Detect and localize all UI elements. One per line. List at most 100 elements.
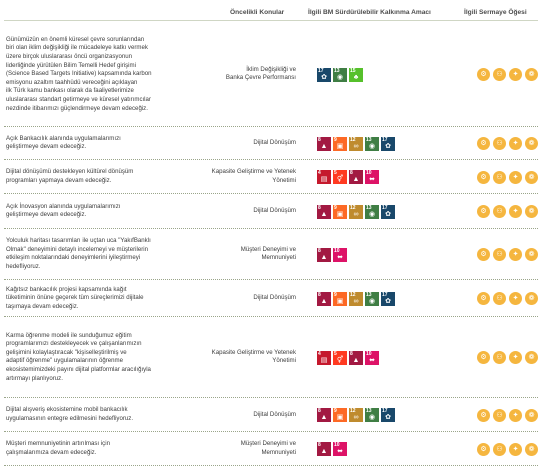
table-row: Günümüzün en önemli küresel çevre sorunl… xyxy=(4,22,538,127)
capital-element-icon: ✦ xyxy=(509,205,522,218)
row-priority-topic: Müşteri Deneyimi ve Memnuniyeti xyxy=(192,440,296,457)
priority-line: Memnuniyeti xyxy=(261,254,296,262)
capital-element-icon: ✦ xyxy=(509,137,522,150)
capital-element-icon: ⚙ xyxy=(477,408,490,422)
capital-glyph-icon: ⚇ xyxy=(496,71,503,78)
capital-glyph-icon: ✦ xyxy=(512,445,519,453)
capital-glyph-icon: ❁ xyxy=(528,445,535,453)
capital-element-icon: ⚙ xyxy=(477,442,490,456)
capital-glyph-icon: ⚙ xyxy=(480,71,487,78)
sdg-number: 17 xyxy=(382,408,388,414)
sdg-13-icon: 13 ◉ xyxy=(365,291,379,306)
capital-icons: ⚙ ⚇ ✦ ❁ xyxy=(477,248,538,261)
description-line: etkileşim noktalarındaki deneyimlerini i… xyxy=(6,254,141,262)
sdg-12-icon: 12 ∞ xyxy=(349,408,363,422)
capital-element-icon: ❁ xyxy=(525,137,538,150)
priority-line: Müşteri Deneyimi ve xyxy=(240,245,296,253)
capital-icons: ⚙ ⚇ ✦ ❁ xyxy=(477,68,538,81)
description-line: Dijital dönüşümü destekleyen kültürel dö… xyxy=(6,168,134,176)
description-line: ilk Türk kamu bankası olarak da faaliyet… xyxy=(6,87,134,95)
sdg-number: 4 xyxy=(318,170,321,176)
capital-element-icon: ❁ xyxy=(525,292,538,305)
sdg-8-icon: 8 ▲ xyxy=(317,136,331,151)
capital-glyph-icon: ⚇ xyxy=(496,208,503,215)
sdg-icons: 8 ▲ 9 ▣ 12 ∞ 13 ◉ 17 ✿ xyxy=(317,291,395,306)
sdg-symbol-icon: ▲ xyxy=(320,448,328,455)
capital-element-icon: ⚙ xyxy=(477,68,490,81)
capital-glyph-icon: ⚙ xyxy=(480,208,487,215)
row-description: Kağıtsız bankacılık projesi kapsamında k… xyxy=(6,286,184,312)
capital-glyph-icon: ✦ xyxy=(512,251,519,258)
capital-element-icon: ❁ xyxy=(525,442,538,456)
sdg-symbol-icon: ⚥ xyxy=(336,356,344,364)
sdg-number: 12 xyxy=(350,291,356,298)
capital-glyph-icon: ⚇ xyxy=(496,251,503,258)
sdg-15-icon: 15 ♣ xyxy=(349,67,363,82)
capital-element-icon: ⚇ xyxy=(493,351,506,364)
sdg-8-icon: 8 ▲ xyxy=(317,442,331,456)
sdg-number: 12 xyxy=(350,136,356,143)
sdg-symbol-icon: ▲ xyxy=(352,356,360,364)
header-divider xyxy=(4,20,538,21)
priority-line: Dijital Dönüşüm xyxy=(253,139,296,147)
description-line: Açık İnovasyon alanında uygulamalarımızı xyxy=(6,202,121,210)
sdg-number: 15 xyxy=(350,67,356,74)
sdg-symbol-icon: ⬌ xyxy=(369,176,375,183)
description-line: ekosistemimizdeki payını dijital platfor… xyxy=(6,366,151,374)
description-line: emisyonu azaltım taahhüdü vereceğini açı… xyxy=(6,78,138,86)
capital-glyph-icon: ✦ xyxy=(512,173,519,181)
capital-glyph-icon: ⚇ xyxy=(496,173,503,181)
capital-glyph-icon: ❁ xyxy=(528,295,535,302)
sdg-number: 5 xyxy=(334,170,337,176)
capital-element-icon: ✦ xyxy=(509,442,522,456)
row-description: Yolculuk haritası tasarımları ile uçtan … xyxy=(6,237,184,271)
description-line: uluslararası standart getirmeye ve küres… xyxy=(6,95,151,103)
sdg-17-icon: 17 ✿ xyxy=(381,204,395,219)
description-line: uygulamasının entegre edilmesini hedefli… xyxy=(6,414,134,422)
sdg-12-icon: 12 ∞ xyxy=(349,136,363,151)
capital-element-icon: ⚙ xyxy=(477,292,490,305)
capital-element-icon: ❁ xyxy=(525,351,538,364)
sdg-icons: 8 ▲ 9 ▣ 12 ∞ 13 ◉ 17 ✿ xyxy=(317,408,395,422)
sdg-number: 17 xyxy=(318,67,324,74)
capital-icons: ⚙ ⚇ ✦ ❁ xyxy=(477,351,538,364)
capital-glyph-icon: ❁ xyxy=(528,71,535,78)
priority-line: Memnuniyeti xyxy=(261,448,296,456)
sdg-5-icon: 5 ⚥ xyxy=(333,170,347,184)
capital-element-icon: ⚇ xyxy=(493,137,506,150)
sdg-number: 8 xyxy=(318,247,321,254)
sdg-8-icon: 8 ▲ xyxy=(349,170,363,184)
row-priority-topic: Dijital Dönüşüm xyxy=(192,294,296,303)
description-line: Yolculuk haritası tasarımları ile uçtan … xyxy=(6,237,151,245)
sdg-10-icon: 10 ⬌ xyxy=(333,442,347,456)
capital-glyph-icon: ⚇ xyxy=(496,140,503,147)
sdg-4-icon: 4 ▤ xyxy=(317,170,331,184)
table-row: Dijital alışveriş ekosistemine mobil ban… xyxy=(4,398,538,432)
table-row: Yolculuk haritası tasarımları ile uçtan … xyxy=(4,229,538,280)
sdg-number: 9 xyxy=(334,408,337,414)
sdg-number: 13 xyxy=(366,291,372,298)
row-priority-topic: İklim Değişikliği ve Banka Çevre Performa… xyxy=(192,66,296,83)
capital-element-icon: ❁ xyxy=(525,68,538,81)
description-line: üzere birçok uluslararası öncü organizas… xyxy=(6,52,133,60)
sdg-8-icon: 8 ▲ xyxy=(349,350,363,365)
sdg-number: 8 xyxy=(318,408,321,414)
priority-line: İklim Değişikliği ve xyxy=(246,65,296,73)
capital-glyph-icon: ✦ xyxy=(512,354,519,361)
capital-element-icon: ⚙ xyxy=(477,205,490,218)
sdg-icons: 8 ▲ 9 ▣ 12 ∞ 13 ◉ 17 ✿ xyxy=(317,204,395,219)
sdg-13-icon: 13 ◉ xyxy=(365,204,379,219)
row-priority-topic: Dijital Dönüşüm xyxy=(192,207,296,216)
capital-glyph-icon: ⚇ xyxy=(496,354,503,361)
sdg-symbol-icon: ◉ xyxy=(368,210,376,218)
table-row: Açık İnovasyon alanında uygulamalarımızı… xyxy=(4,194,538,229)
sdg-number: 8 xyxy=(318,136,321,143)
description-line: Olmak" deneyimini detaylı incelemeyi ve … xyxy=(6,245,149,253)
capital-icons: ⚙ ⚇ ✦ ❁ xyxy=(477,170,538,184)
description-line: Dijital alışveriş ekosistemine mobil ban… xyxy=(6,406,128,414)
table-row: Dijital dönüşümü destekleyen kültürel dö… xyxy=(4,160,538,194)
capital-glyph-icon: ❁ xyxy=(528,354,535,361)
row-priority-topic: Kapasite Geliştirme ve Yetenek Yönetimi xyxy=(192,349,296,366)
sdg-13-icon: 13 ◉ xyxy=(333,67,347,82)
description-line: liderliğinde yürütülen Bilim Temelli Hed… xyxy=(6,61,136,69)
